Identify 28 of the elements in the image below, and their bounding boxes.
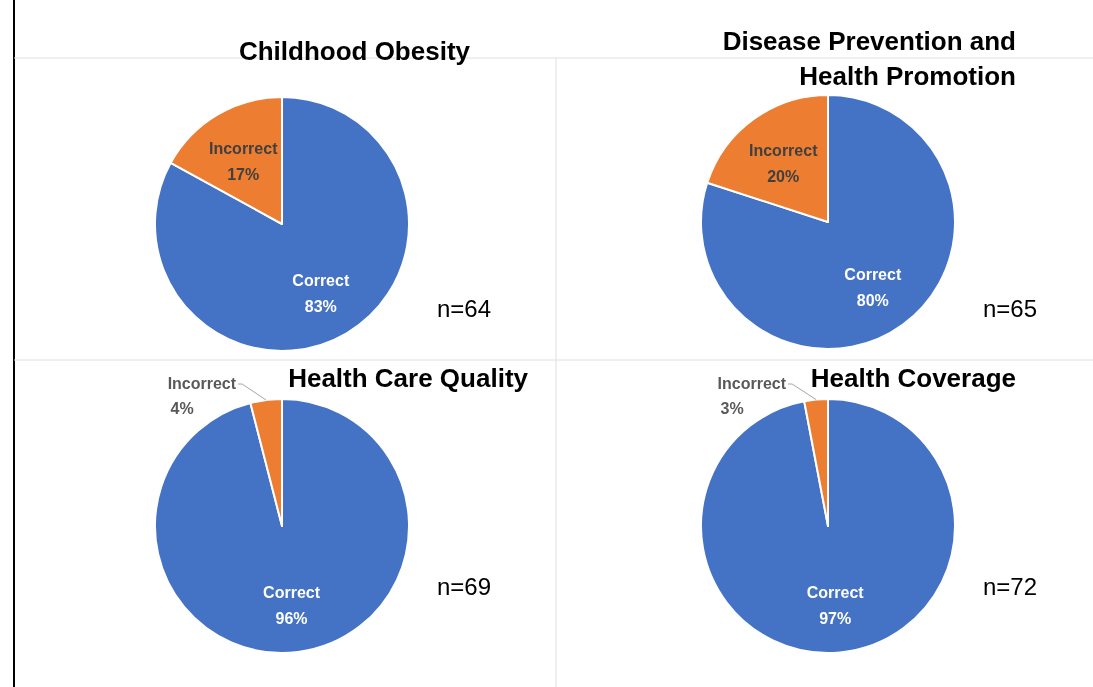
data-label: 97% (819, 609, 852, 627)
pie-slice (154, 398, 410, 654)
text: n=69 (437, 573, 492, 600)
slice-label: Correct (292, 271, 350, 289)
chart-title: Health Care Quality (288, 363, 529, 393)
chart-title: Disease Prevention and Health Promotion (722, 26, 1016, 91)
slice-label: Correct (263, 583, 321, 601)
data-label: 3% (720, 400, 744, 417)
data-label: 20% (767, 168, 800, 186)
slice-label: Incorrect (167, 375, 237, 392)
slice-label: Incorrect (717, 375, 787, 392)
pie-slice (700, 94, 956, 350)
text: n=72 (983, 573, 1038, 600)
text: n=64 (437, 295, 492, 322)
text: n=65 (983, 295, 1038, 322)
chart-title: Childhood Obesity (238, 36, 471, 66)
data-label: 96% (275, 609, 308, 627)
slice-label: Correct (806, 583, 865, 601)
slice-label: Incorrect (208, 140, 279, 158)
data-label: 4% (170, 400, 194, 417)
data-label: 17% (227, 166, 260, 184)
data-label: 80% (856, 291, 889, 309)
data-label: 83% (304, 297, 337, 315)
slice-label: Incorrect (748, 142, 819, 160)
chart-title: Health Coverage (810, 363, 1016, 393)
slice-label: Correct (844, 265, 902, 283)
pie-slice (154, 96, 410, 352)
pie-slice (700, 398, 956, 654)
